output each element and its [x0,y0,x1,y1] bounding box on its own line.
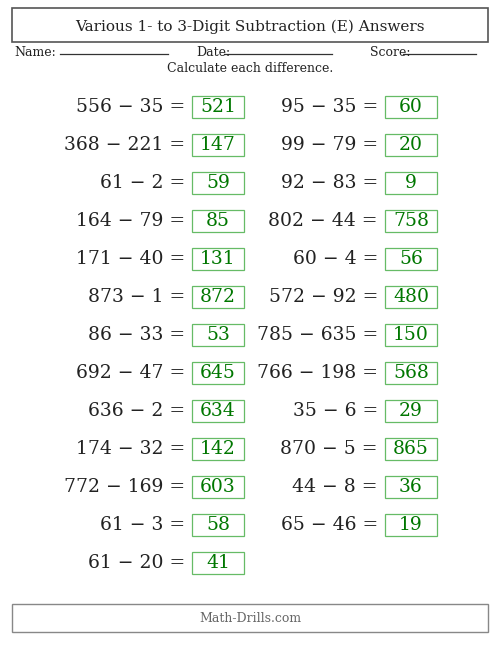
FancyBboxPatch shape [192,476,244,498]
FancyBboxPatch shape [192,96,244,118]
FancyBboxPatch shape [12,604,488,632]
Text: 171 − 40 =: 171 − 40 = [76,250,185,268]
Text: 766 − 198 =: 766 − 198 = [257,364,378,382]
Text: Calculate each difference.: Calculate each difference. [167,61,333,74]
Text: 865: 865 [393,440,429,458]
Text: 480: 480 [393,288,429,306]
Text: 174 − 32 =: 174 − 32 = [76,440,185,458]
Text: 85: 85 [206,212,230,230]
Text: 645: 645 [200,364,236,382]
FancyBboxPatch shape [385,96,437,118]
Text: 20: 20 [399,136,423,154]
Text: 44 − 8 =: 44 − 8 = [292,478,378,496]
FancyBboxPatch shape [192,172,244,194]
Text: 131: 131 [200,250,236,268]
Text: 785 − 635 =: 785 − 635 = [257,326,378,344]
Text: 92 − 83 =: 92 − 83 = [281,174,378,192]
FancyBboxPatch shape [385,476,437,498]
FancyBboxPatch shape [12,8,488,42]
Text: 19: 19 [399,516,423,534]
Text: 95 − 35 =: 95 − 35 = [281,98,378,116]
Text: 35 − 6 =: 35 − 6 = [293,402,378,420]
Text: Various 1- to 3-Digit Subtraction (E) Answers: Various 1- to 3-Digit Subtraction (E) An… [75,20,425,34]
Text: Score:: Score: [370,45,410,58]
Text: Math-Drills.com: Math-Drills.com [199,611,301,624]
FancyBboxPatch shape [385,172,437,194]
FancyBboxPatch shape [385,248,437,270]
Text: 568: 568 [393,364,429,382]
Text: 603: 603 [200,478,236,496]
Text: 29: 29 [399,402,423,420]
Text: 60: 60 [399,98,423,116]
Text: 870 − 5 =: 870 − 5 = [280,440,378,458]
Text: 61 − 2 =: 61 − 2 = [100,174,185,192]
Text: 147: 147 [200,136,236,154]
FancyBboxPatch shape [385,210,437,232]
Text: 758: 758 [393,212,429,230]
Text: 36: 36 [399,478,423,496]
Text: 692 − 47 =: 692 − 47 = [76,364,185,382]
Text: 164 − 79 =: 164 − 79 = [76,212,185,230]
FancyBboxPatch shape [385,362,437,384]
FancyBboxPatch shape [385,438,437,460]
FancyBboxPatch shape [192,400,244,422]
Text: 61 − 3 =: 61 − 3 = [100,516,185,534]
FancyBboxPatch shape [385,514,437,536]
Text: Date:: Date: [196,45,230,58]
Text: 368 − 221 =: 368 − 221 = [64,136,185,154]
Text: 142: 142 [200,440,236,458]
Text: 772 − 169 =: 772 − 169 = [64,478,185,496]
FancyBboxPatch shape [385,324,437,346]
Text: 872: 872 [200,288,236,306]
Text: 99 − 79 =: 99 − 79 = [281,136,378,154]
FancyBboxPatch shape [192,438,244,460]
Text: 556 − 35 =: 556 − 35 = [76,98,185,116]
Text: 59: 59 [206,174,230,192]
Text: Name:: Name: [14,45,56,58]
FancyBboxPatch shape [385,134,437,156]
Text: 150: 150 [393,326,429,344]
FancyBboxPatch shape [385,400,437,422]
FancyBboxPatch shape [192,324,244,346]
Text: 86 − 33 =: 86 − 33 = [88,326,185,344]
FancyBboxPatch shape [192,210,244,232]
Text: 58: 58 [206,516,230,534]
Text: 802 − 44 =: 802 − 44 = [268,212,378,230]
Text: 56: 56 [399,250,423,268]
FancyBboxPatch shape [192,362,244,384]
FancyBboxPatch shape [192,134,244,156]
Text: 634: 634 [200,402,236,420]
FancyBboxPatch shape [192,286,244,308]
Text: 9: 9 [405,174,417,192]
Text: 873 − 1 =: 873 − 1 = [88,288,185,306]
FancyBboxPatch shape [192,552,244,574]
FancyBboxPatch shape [192,248,244,270]
Text: 41: 41 [206,554,230,572]
Text: 61 − 20 =: 61 − 20 = [88,554,185,572]
Text: 53: 53 [206,326,230,344]
FancyBboxPatch shape [192,514,244,536]
FancyBboxPatch shape [385,286,437,308]
Text: 60 − 4 =: 60 − 4 = [292,250,378,268]
Text: 65 − 46 =: 65 − 46 = [281,516,378,534]
Text: 521: 521 [200,98,236,116]
Text: 572 − 92 =: 572 − 92 = [268,288,378,306]
Text: 636 − 2 =: 636 − 2 = [88,402,185,420]
